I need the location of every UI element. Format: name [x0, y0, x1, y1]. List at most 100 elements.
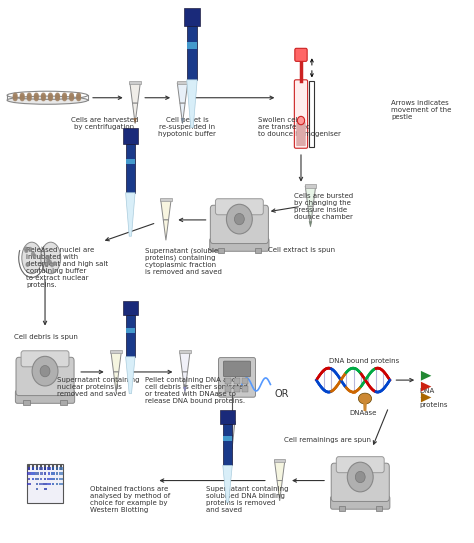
- Bar: [43, 483, 47, 485]
- Polygon shape: [363, 400, 367, 411]
- Polygon shape: [132, 103, 137, 123]
- Polygon shape: [421, 371, 431, 381]
- Text: Cell debris is spun: Cell debris is spun: [14, 334, 78, 340]
- Circle shape: [42, 93, 45, 97]
- Circle shape: [235, 213, 244, 225]
- Circle shape: [49, 97, 52, 100]
- Bar: [228, 420, 235, 424]
- Bar: [32, 464, 34, 470]
- Circle shape: [54, 262, 56, 265]
- Circle shape: [27, 97, 31, 100]
- Bar: [375, 506, 382, 510]
- Bar: [52, 464, 54, 470]
- Bar: [51, 478, 55, 480]
- Bar: [274, 458, 285, 462]
- Polygon shape: [123, 301, 138, 315]
- Bar: [56, 468, 58, 470]
- Bar: [226, 378, 231, 384]
- Bar: [234, 386, 240, 392]
- Circle shape: [20, 95, 24, 99]
- Circle shape: [27, 95, 31, 99]
- Circle shape: [77, 93, 81, 97]
- Circle shape: [13, 97, 17, 100]
- Polygon shape: [126, 159, 135, 165]
- Bar: [52, 468, 55, 470]
- Circle shape: [47, 259, 50, 262]
- Bar: [218, 248, 224, 252]
- Bar: [31, 472, 35, 475]
- Text: Pellet containing DNA and
cell debris is either sonicated
or treated with DNAase: Pellet containing DNA and cell debris is…: [145, 377, 247, 405]
- Circle shape: [42, 97, 45, 100]
- Text: Swollen cells
are transferred
to dounce homogeniser: Swollen cells are transferred to dounce …: [258, 117, 341, 137]
- Bar: [59, 478, 63, 480]
- Text: Supernatant containing
nuclear proteins is
removed and saved: Supernatant containing nuclear proteins …: [57, 377, 139, 397]
- Polygon shape: [229, 422, 235, 435]
- FancyBboxPatch shape: [295, 48, 307, 61]
- Polygon shape: [305, 186, 316, 206]
- Circle shape: [77, 97, 81, 100]
- FancyBboxPatch shape: [215, 199, 264, 214]
- Text: Released nuclei are
incubated with
detergent and high salt
containing buffer
to : Released nuclei are incubated with deter…: [26, 247, 108, 288]
- Circle shape: [70, 93, 73, 97]
- Polygon shape: [187, 42, 197, 49]
- Text: DNAase: DNAase: [349, 410, 376, 416]
- Polygon shape: [183, 8, 201, 26]
- Polygon shape: [111, 352, 121, 372]
- Bar: [129, 81, 141, 84]
- Bar: [36, 488, 38, 490]
- Bar: [48, 464, 50, 470]
- Circle shape: [29, 248, 32, 251]
- Polygon shape: [181, 118, 184, 123]
- Bar: [47, 478, 51, 480]
- Circle shape: [356, 471, 365, 483]
- FancyBboxPatch shape: [294, 80, 308, 148]
- Polygon shape: [274, 460, 285, 481]
- FancyBboxPatch shape: [210, 205, 268, 243]
- Text: Supernatant containing
solubised DNA binding
proteins is removed
and saved: Supernatant containing solubised DNA bin…: [206, 486, 289, 513]
- Circle shape: [49, 95, 52, 99]
- Circle shape: [20, 97, 24, 100]
- Circle shape: [33, 254, 36, 257]
- Text: OR: OR: [275, 389, 289, 399]
- Bar: [36, 478, 38, 480]
- Bar: [59, 483, 63, 485]
- Bar: [60, 464, 62, 470]
- Bar: [44, 464, 46, 470]
- Bar: [61, 400, 66, 405]
- Bar: [36, 468, 38, 470]
- Bar: [48, 472, 50, 475]
- Polygon shape: [220, 410, 235, 424]
- Bar: [179, 350, 191, 353]
- Bar: [35, 472, 39, 475]
- Polygon shape: [421, 393, 431, 402]
- Bar: [47, 483, 51, 485]
- Bar: [39, 483, 43, 485]
- Polygon shape: [230, 435, 233, 450]
- Text: Obtained fractions are
analysed by method of
choice for example by
Western Blott: Obtained fractions are analysed by metho…: [90, 486, 170, 513]
- Circle shape: [48, 261, 51, 264]
- Bar: [23, 400, 29, 405]
- Polygon shape: [126, 315, 135, 357]
- Bar: [52, 483, 55, 485]
- Bar: [338, 506, 345, 510]
- Circle shape: [35, 97, 38, 100]
- Polygon shape: [223, 424, 232, 465]
- Polygon shape: [126, 193, 135, 236]
- Bar: [40, 464, 42, 470]
- Ellipse shape: [7, 96, 88, 104]
- Polygon shape: [308, 206, 313, 227]
- Circle shape: [63, 95, 66, 99]
- FancyBboxPatch shape: [331, 463, 389, 502]
- Bar: [59, 472, 63, 475]
- Bar: [51, 472, 55, 475]
- Circle shape: [77, 95, 81, 99]
- FancyBboxPatch shape: [336, 457, 384, 472]
- Bar: [59, 468, 63, 470]
- Polygon shape: [123, 128, 138, 144]
- Bar: [55, 478, 58, 480]
- Polygon shape: [277, 481, 282, 501]
- Circle shape: [40, 365, 50, 377]
- Polygon shape: [223, 465, 232, 502]
- FancyBboxPatch shape: [296, 122, 306, 146]
- Circle shape: [55, 95, 59, 99]
